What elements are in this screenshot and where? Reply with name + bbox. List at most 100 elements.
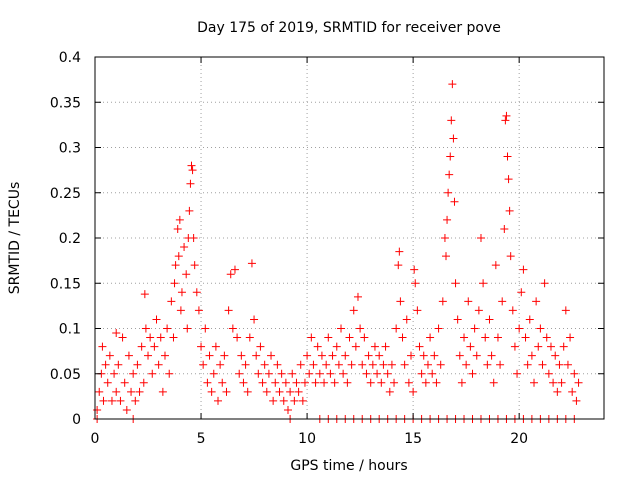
- data-point: [453, 315, 462, 324]
- data-point: [150, 342, 159, 351]
- data-point: [252, 351, 261, 360]
- data-point: [260, 360, 269, 369]
- data-point: [183, 324, 192, 333]
- data-point: [536, 324, 545, 333]
- data-point: [515, 324, 524, 333]
- data-point: [517, 288, 526, 297]
- data-point: [180, 243, 189, 252]
- data-point: [114, 360, 123, 369]
- data-point: [402, 315, 411, 324]
- data-point: [419, 351, 428, 360]
- data-point: [256, 342, 265, 351]
- data-point: [334, 360, 343, 369]
- data-point: [455, 351, 464, 360]
- data-point: [141, 324, 150, 333]
- data-point: [216, 360, 225, 369]
- data-point: [356, 324, 365, 333]
- data-point: [176, 306, 185, 315]
- data-point: [101, 360, 110, 369]
- data-point: [207, 387, 216, 396]
- data-point: [570, 369, 579, 378]
- data-point: [324, 333, 333, 342]
- data-point: [396, 297, 405, 306]
- data-point: [438, 297, 447, 306]
- data-point: [203, 378, 212, 387]
- data-point: [171, 261, 180, 270]
- data-point: [347, 360, 356, 369]
- chart-title: Day 175 of 2019, SRMTID for receiver pov…: [197, 20, 501, 36]
- data-point: [165, 369, 174, 378]
- data-point: [186, 179, 195, 188]
- data-point: [98, 342, 107, 351]
- data-point: [432, 378, 441, 387]
- data-point: [479, 279, 488, 288]
- data-point: [481, 333, 490, 342]
- data-point: [451, 279, 460, 288]
- data-point: [530, 378, 539, 387]
- data-point: [381, 342, 390, 351]
- data-point: [561, 306, 570, 315]
- y-tick-label: 0.4: [59, 50, 81, 66]
- data-point: [305, 369, 314, 378]
- data-point: [271, 378, 280, 387]
- data-point: [551, 351, 560, 360]
- data-point: [351, 342, 360, 351]
- data-point: [326, 369, 335, 378]
- data-point: [385, 387, 394, 396]
- data-point: [110, 369, 119, 378]
- data-point: [489, 378, 498, 387]
- data-point: [205, 351, 214, 360]
- data-point: [508, 306, 517, 315]
- data-point: [491, 261, 500, 270]
- data-point: [99, 396, 108, 405]
- data-point: [521, 333, 530, 342]
- data-point: [503, 152, 512, 161]
- data-point: [449, 134, 458, 143]
- data-point: [264, 369, 273, 378]
- data-point: [124, 351, 133, 360]
- data-point: [532, 297, 541, 306]
- data-point: [112, 387, 121, 396]
- data-point: [262, 387, 271, 396]
- x-tick-label: 0: [91, 431, 100, 447]
- data-point: [445, 170, 454, 179]
- data-point: [188, 166, 197, 175]
- data-point: [349, 306, 358, 315]
- data-point: [498, 297, 507, 306]
- data-point: [447, 116, 456, 125]
- data-point: [360, 333, 369, 342]
- data-point: [398, 333, 407, 342]
- data-point: [177, 288, 186, 297]
- data-point: [387, 360, 396, 369]
- x-tick-label: 15: [404, 431, 422, 447]
- data-point: [519, 265, 528, 274]
- data-point: [220, 351, 229, 360]
- data-point: [337, 324, 346, 333]
- data-point: [112, 329, 121, 338]
- data-point: [394, 261, 403, 270]
- data-point: [392, 324, 401, 333]
- data-point: [311, 378, 320, 387]
- data-point: [345, 333, 354, 342]
- data-point: [275, 387, 284, 396]
- data-point: [364, 351, 373, 360]
- data-point: [457, 378, 466, 387]
- data-point: [93, 405, 102, 414]
- data-point: [156, 333, 165, 342]
- data-point: [358, 360, 367, 369]
- data-point: [288, 369, 297, 378]
- data-point: [468, 369, 477, 378]
- data-point: [290, 396, 299, 405]
- y-tick-label: 0.15: [50, 276, 81, 292]
- data-point: [144, 351, 153, 360]
- data-point: [339, 369, 348, 378]
- data-point: [443, 215, 452, 224]
- data-point: [542, 333, 551, 342]
- data-point: [120, 378, 129, 387]
- x-tick-label: 5: [197, 431, 206, 447]
- data-point: [137, 342, 146, 351]
- data-point: [544, 369, 553, 378]
- y-tick-label: 0.3: [59, 141, 81, 157]
- data-point: [131, 396, 140, 405]
